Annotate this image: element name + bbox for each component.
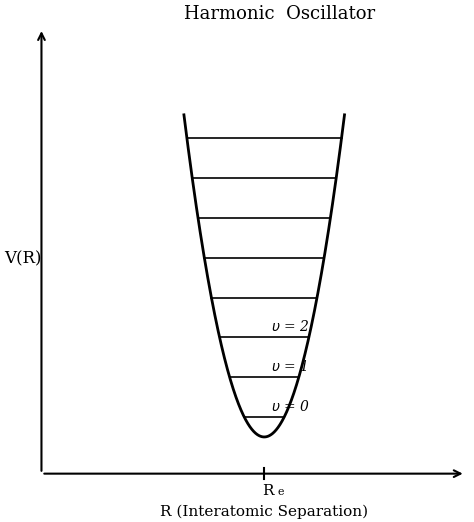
- Text: $\upsilon$ = 0: $\upsilon$ = 0: [271, 399, 310, 414]
- Text: $\upsilon$ = 2: $\upsilon$ = 2: [271, 319, 310, 334]
- Text: R: R: [263, 484, 274, 498]
- Text: V(R): V(R): [4, 250, 41, 267]
- Text: R (Interatomic Separation): R (Interatomic Separation): [160, 505, 368, 519]
- Text: $\upsilon$ = 1: $\upsilon$ = 1: [271, 359, 308, 374]
- Text: Harmonic  Oscillator: Harmonic Oscillator: [183, 5, 375, 23]
- Text: e: e: [277, 487, 283, 497]
